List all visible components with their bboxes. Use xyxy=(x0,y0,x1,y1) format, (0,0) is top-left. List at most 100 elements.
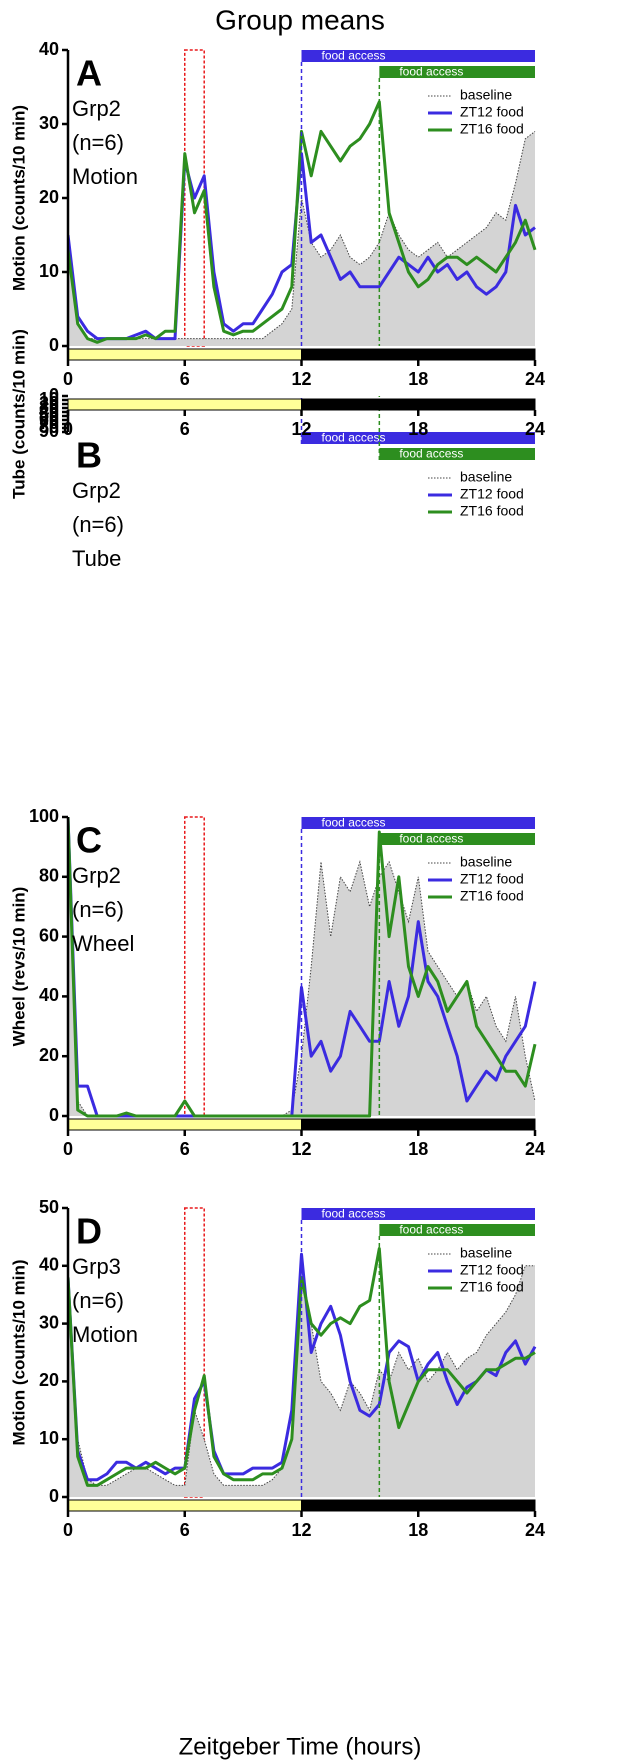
food-access-label: food access xyxy=(399,447,463,461)
y-axis-label: Motion (counts/10 min) xyxy=(9,1259,28,1445)
x-tick-label: 0 xyxy=(63,1139,73,1159)
x-tick-label: 24 xyxy=(525,369,545,389)
y-tick-label: 60 xyxy=(39,409,59,429)
y-tick-label: 40 xyxy=(39,401,59,421)
y-tick-label: 30 xyxy=(39,113,59,133)
x-tick-label: 24 xyxy=(525,419,545,439)
food-access-bar xyxy=(301,50,535,62)
food-access-bar xyxy=(301,817,535,829)
x-tick-label: 18 xyxy=(408,1520,428,1540)
y-tick-label: 0 xyxy=(49,1105,59,1125)
y-tick-label: 20 xyxy=(39,393,59,413)
x-tick-label: 18 xyxy=(408,419,428,439)
panel-annotation: Tube xyxy=(72,546,121,571)
panel-label: D xyxy=(76,1211,102,1252)
x-tick-label: 6 xyxy=(180,1520,190,1540)
panel-label: A xyxy=(76,53,102,94)
light-dark-bar xyxy=(301,1118,536,1131)
y-tick-label: 40 xyxy=(39,985,59,1005)
food-access-bar xyxy=(379,1224,535,1236)
food-access-label: food access xyxy=(322,816,386,830)
y-tick-label: 70 xyxy=(39,413,59,433)
x-axis-label: Zeitgeber Time (hours) xyxy=(179,1733,422,1760)
y-tick-label: 90 xyxy=(39,421,59,441)
y-tick-label: 20 xyxy=(39,187,59,207)
panel-annotation: Grp2 xyxy=(72,478,121,503)
series-line xyxy=(68,100,537,344)
baseline-area xyxy=(68,832,535,1116)
light-dark-bar xyxy=(301,348,536,361)
series-line xyxy=(68,1252,537,1482)
y-tick-label: 60 xyxy=(39,925,59,945)
panel-annotation: Wheel xyxy=(72,931,134,956)
panel-annotation: (n=6) xyxy=(72,1288,124,1313)
panel-annotation: Grp2 xyxy=(72,96,121,121)
panel-annotation: (n=6) xyxy=(72,897,124,922)
x-tick-label: 12 xyxy=(291,1520,311,1540)
x-tick-label: 12 xyxy=(291,369,311,389)
y-tick-label: 20 xyxy=(39,1045,59,1065)
y-tick-label: 100 xyxy=(29,806,59,826)
highlight-box xyxy=(184,816,205,1117)
panel-annotation: Motion xyxy=(72,1322,138,1347)
x-tick-label: 12 xyxy=(291,419,311,439)
food-access-label: food access xyxy=(399,1223,463,1237)
x-tick-label: 18 xyxy=(408,1139,428,1159)
x-tick-label: 0 xyxy=(63,419,73,439)
y-axis-label: Motion (counts/10 min) xyxy=(9,105,28,291)
y-axis-label: Wheel (revs/10 min) xyxy=(9,887,28,1047)
x-tick-label: 6 xyxy=(180,369,190,389)
y-tick-label: 50 xyxy=(39,1197,59,1217)
panel-label: C xyxy=(76,820,102,861)
food-access-bar xyxy=(379,66,535,78)
legend-label: baseline xyxy=(460,87,512,103)
x-tick-label: 18 xyxy=(408,369,428,389)
light-dark-bar xyxy=(67,1499,302,1512)
legend-label: ZT12 food xyxy=(460,104,524,120)
y-tick-label: 10 xyxy=(39,261,59,281)
y-tick-label: 50 xyxy=(39,405,59,425)
highlight-box xyxy=(184,1207,205,1498)
panel-annotation: Motion xyxy=(72,164,138,189)
y-tick-label: 30 xyxy=(39,1312,59,1332)
y-tick-label: 80 xyxy=(39,417,59,437)
legend-label: ZT12 food xyxy=(460,871,524,887)
y-tick-label: 40 xyxy=(39,1255,59,1275)
x-tick-label: 6 xyxy=(180,1139,190,1159)
legend-label: ZT12 food xyxy=(460,1262,524,1278)
legend-label: baseline xyxy=(460,1245,512,1261)
food-access-label: food access xyxy=(322,431,386,445)
legend-label: ZT16 food xyxy=(460,121,524,137)
legend-label: ZT16 food xyxy=(460,503,524,519)
food-access-label: food access xyxy=(322,1207,386,1221)
panel-annotation: (n=6) xyxy=(72,130,124,155)
y-tick-label: 0 xyxy=(49,385,59,405)
y-tick-label: 40 xyxy=(39,39,59,59)
y-tick-label: 0 xyxy=(49,335,59,355)
y-tick-label: 0 xyxy=(49,1486,59,1506)
y-tick-label: 30 xyxy=(39,397,59,417)
y-tick-label: 20 xyxy=(39,1370,59,1390)
light-dark-bar xyxy=(67,398,302,411)
y-tick-label: 80 xyxy=(39,866,59,886)
x-tick-label: 0 xyxy=(63,1520,73,1540)
panel-label: B xyxy=(76,435,102,476)
food-access-bar xyxy=(379,448,535,460)
x-tick-label: 6 xyxy=(180,419,190,439)
legend-label: baseline xyxy=(460,854,512,870)
figure-title: Group means xyxy=(215,4,385,35)
x-tick-label: 0 xyxy=(63,369,73,389)
panel-annotation: Grp3 xyxy=(72,1254,121,1279)
food-access-bar xyxy=(301,432,535,444)
y-tick-label: 10 xyxy=(39,389,59,409)
light-dark-bar xyxy=(67,1118,302,1131)
light-dark-bar xyxy=(301,1499,536,1512)
x-tick-label: 24 xyxy=(525,1139,545,1159)
series-line xyxy=(68,816,537,1118)
x-tick-label: 12 xyxy=(291,1139,311,1159)
legend-label: ZT12 food xyxy=(460,486,524,502)
food-access-label: food access xyxy=(399,832,463,846)
food-access-label: food access xyxy=(399,65,463,79)
x-tick-label: 24 xyxy=(525,1520,545,1540)
